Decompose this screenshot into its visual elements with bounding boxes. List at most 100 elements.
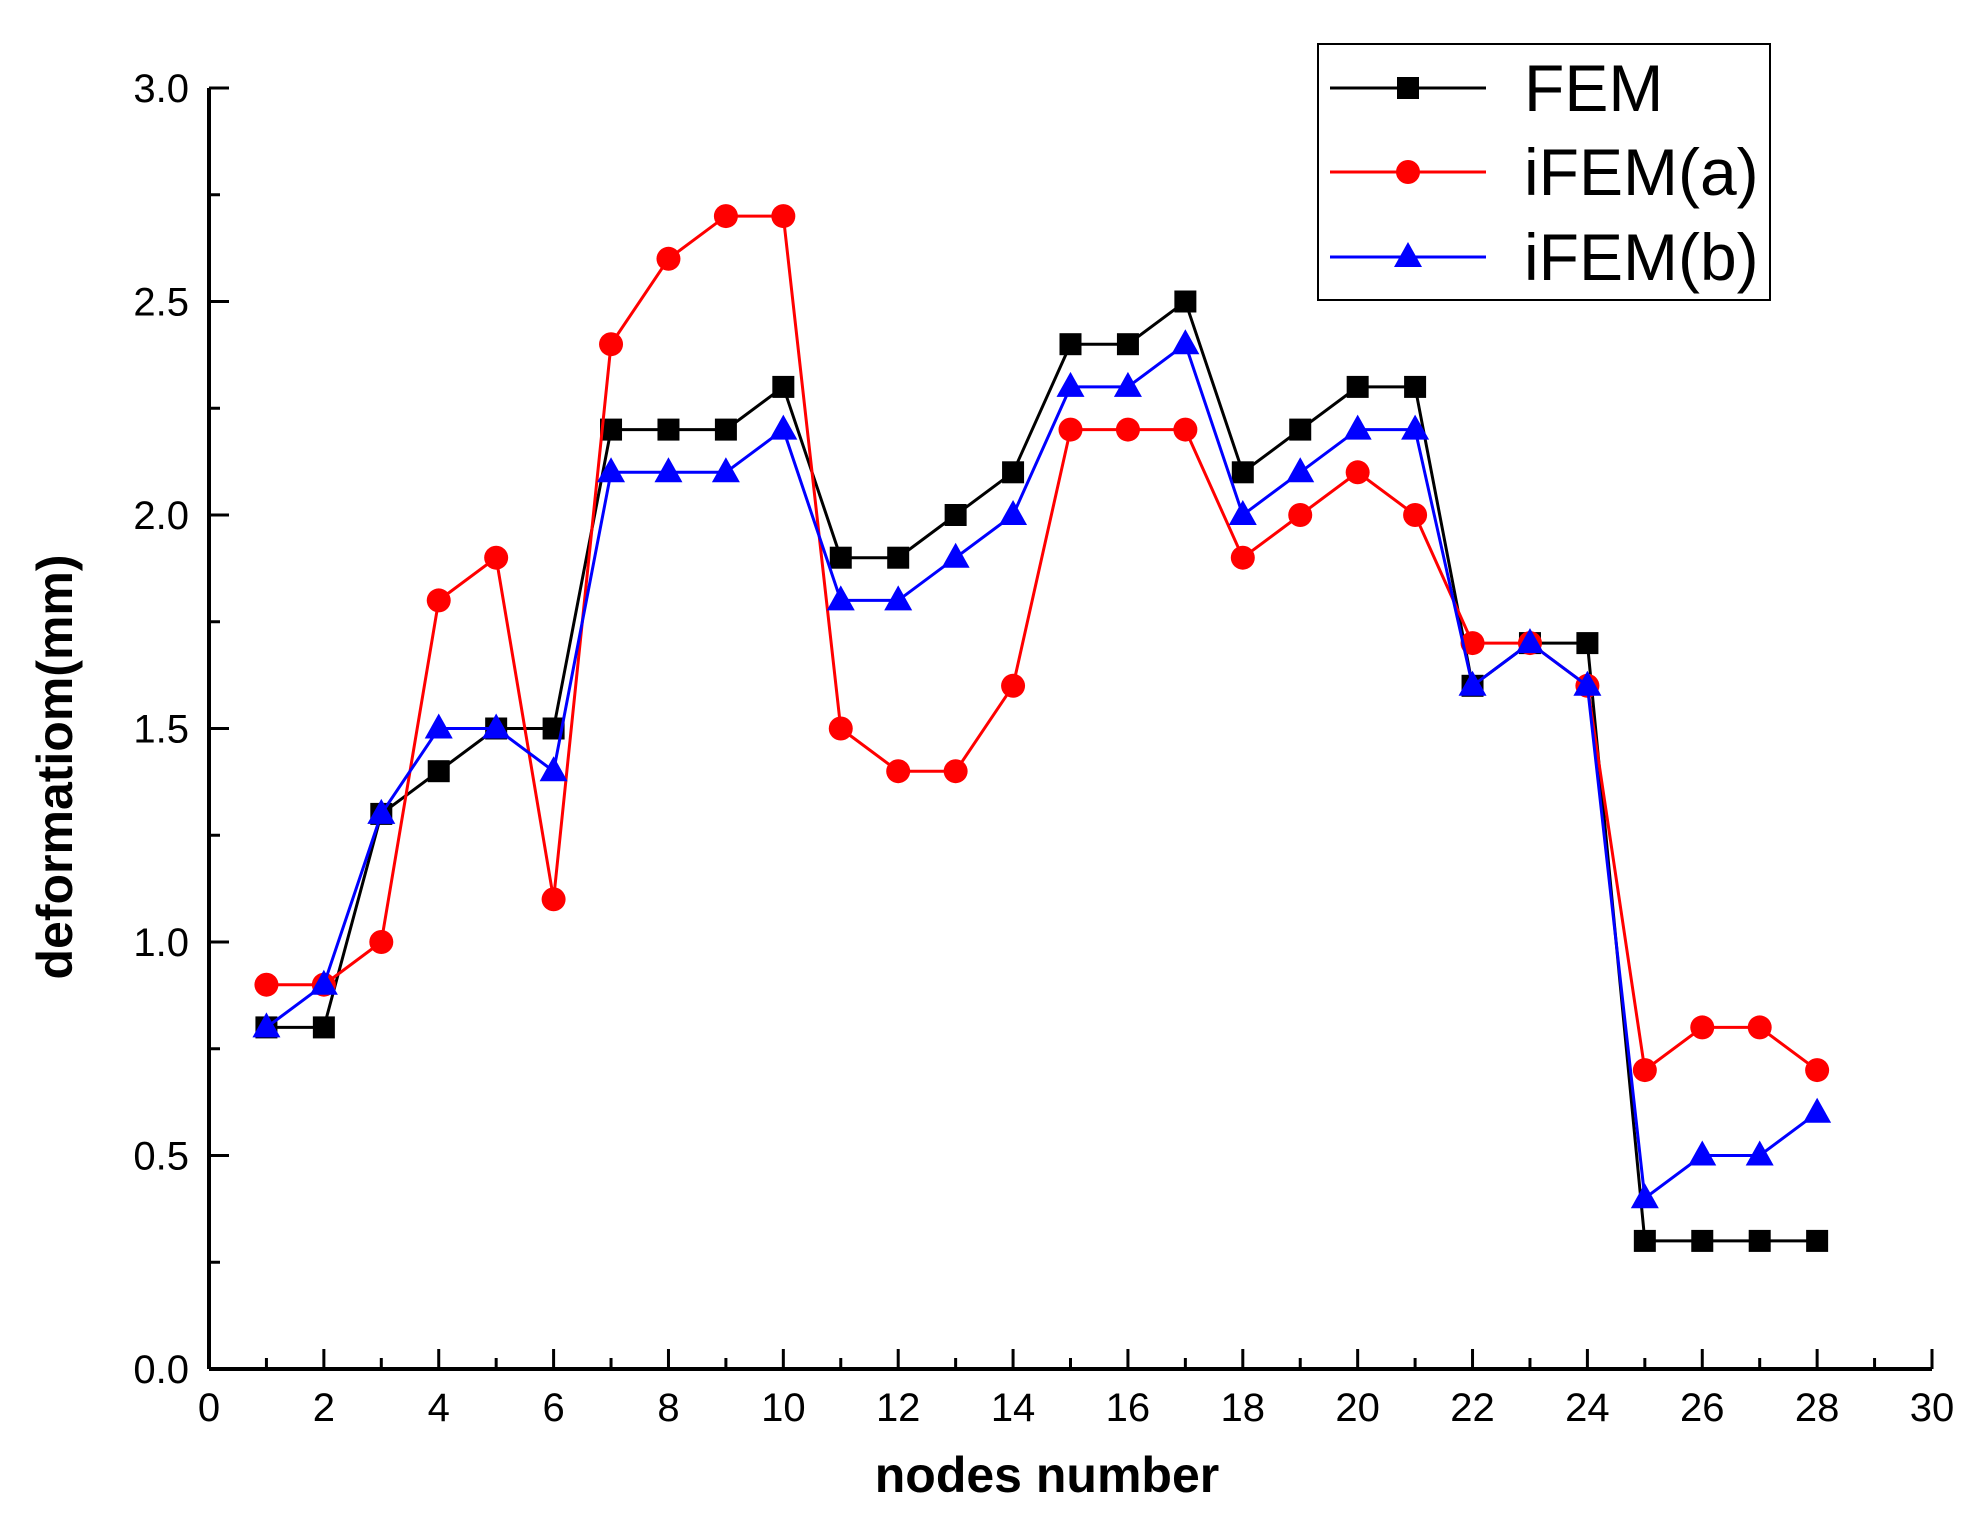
data-point-fem: [1059, 333, 1082, 356]
data-point-ifem-b: [1286, 457, 1315, 483]
legend-label-fem: FEM: [1524, 51, 1663, 125]
y-tick-label: 0.0: [133, 1348, 189, 1392]
y-tick-label: 3.0: [133, 67, 189, 111]
data-point-ifem-a: [1001, 673, 1026, 698]
data-point-ifem-a: [771, 204, 796, 229]
data-point-fem: [1691, 1229, 1714, 1252]
data-point-ifem-b: [482, 713, 511, 739]
data-point-ifem-a: [599, 332, 624, 357]
data-point-ifem-b: [1515, 628, 1544, 654]
y-tick-label: 1.5: [133, 708, 189, 752]
data-point-ifem-a: [1058, 417, 1083, 442]
series-layer: [252, 204, 1832, 1252]
data-point-ifem-a: [484, 545, 509, 570]
data-point-fem: [1404, 375, 1427, 398]
data-point-fem: [944, 504, 967, 526]
series-line-ifem-b: [265, 341, 1819, 1201]
x-axis-title: nodes number: [875, 1447, 1219, 1503]
data-point-fem: [772, 375, 795, 398]
x-tick-label: 20: [1335, 1386, 1380, 1430]
data-point-fem: [1346, 375, 1369, 398]
x-tick-label: 14: [991, 1386, 1036, 1430]
data-point-ifem-b: [1458, 670, 1487, 696]
legend-label-ifem-a: iFEM(a): [1524, 135, 1759, 209]
data-point-ifem-b: [826, 585, 855, 611]
x-tick-label: 12: [876, 1386, 921, 1430]
data-point-ifem-a: [1747, 1015, 1772, 1040]
series-ifem-a: [254, 204, 1830, 1083]
x-tick-label: 18: [1221, 1386, 1266, 1430]
series-fem: [255, 290, 1829, 1252]
data-point-fem: [714, 418, 737, 441]
data-point-ifem-a: [1805, 1058, 1830, 1083]
data-point-ifem-a: [1403, 503, 1428, 527]
data-point-ifem-a: [943, 759, 968, 784]
data-point-ifem-b: [711, 457, 740, 483]
data-point-fem: [1289, 418, 1312, 441]
x-tick-label: 24: [1565, 1386, 1610, 1430]
data-point-ifem-b: [539, 756, 568, 782]
x-tick-label: 4: [428, 1386, 450, 1430]
data-point-ifem-a: [1460, 631, 1485, 656]
data-point-ifem-b: [1056, 371, 1085, 397]
x-tick-label: 28: [1795, 1386, 1840, 1430]
x-tick-label: 26: [1680, 1386, 1725, 1430]
data-point-ifem-a: [713, 204, 738, 229]
data-point-ifem-a: [1115, 417, 1140, 442]
data-point-ifem-b: [654, 457, 683, 483]
data-point-ifem-a: [886, 759, 911, 784]
x-tick-label: 16: [1106, 1386, 1151, 1430]
data-point-ifem-b: [1688, 1140, 1717, 1166]
data-point-fem: [1633, 1229, 1656, 1252]
legend: FEM iFEM(a) iFEM(b): [1317, 43, 1771, 301]
data-point-ifem-a: [1690, 1015, 1715, 1040]
data-point-ifem-b: [999, 500, 1028, 525]
data-point-ifem-b: [769, 414, 798, 440]
data-point-fem: [657, 418, 680, 441]
x-tick-label: 10: [761, 1386, 806, 1430]
x-tick-label: 6: [542, 1386, 564, 1430]
legend-entry-ifem-a: iFEM(a): [1330, 135, 1759, 209]
y-axis-title: deformatiom(mm): [27, 554, 83, 979]
data-point-ifem-a: [1288, 503, 1313, 527]
legend-marker-fem: [1397, 77, 1419, 99]
legend-entry-ifem-b: iFEM(b): [1330, 220, 1759, 294]
x-tick-label: 0: [198, 1386, 220, 1430]
data-point-fem: [1002, 461, 1025, 484]
data-point-fem: [600, 418, 623, 441]
legend-marker-ifem-b: [1394, 242, 1422, 267]
data-point-ifem-a: [254, 972, 279, 997]
y-tick-label: 0.5: [133, 1135, 189, 1179]
data-point-ifem-a: [541, 887, 566, 912]
data-point-fem: [312, 1016, 335, 1039]
axes: 0 2 4 6 8 10 12 14 16 18 20 22 24 26 28 300.00.51.01.52…: [133, 67, 1954, 1430]
x-tick-label: 2: [313, 1386, 335, 1430]
data-point-ifem-a: [656, 246, 681, 271]
data-point-fem: [1116, 333, 1139, 356]
data-point-ifem-b: [1228, 500, 1257, 525]
data-point-ifem-b: [1803, 1097, 1832, 1123]
data-point-ifem-a: [1173, 417, 1198, 442]
x-tick-label: 30: [1910, 1386, 1955, 1430]
data-point-ifem-b: [1573, 670, 1602, 696]
legend-label-ifem-b: iFEM(b): [1524, 220, 1759, 294]
series-ifem-b: [252, 329, 1832, 1209]
data-point-ifem-b: [1113, 371, 1142, 397]
data-point-fem: [1231, 461, 1254, 484]
data-point-fem: [1576, 632, 1599, 655]
data-point-ifem-a: [1632, 1058, 1657, 1083]
data-point-ifem-b: [309, 969, 338, 995]
data-point-ifem-a: [426, 588, 451, 613]
data-point-ifem-a: [1230, 545, 1255, 570]
data-point-ifem-b: [941, 542, 970, 568]
y-tick-label: 2.0: [133, 494, 189, 538]
data-point-ifem-b: [1171, 329, 1200, 355]
legend-marker-ifem-a: [1396, 160, 1420, 184]
series-line-fem: [266, 299, 1818, 1243]
data-point-ifem-b: [1745, 1140, 1774, 1166]
y-tick-label: 2.5: [133, 281, 189, 325]
data-point-ifem-b: [367, 798, 396, 824]
x-tick-label: 8: [657, 1386, 679, 1430]
data-point-fem: [1806, 1229, 1829, 1252]
